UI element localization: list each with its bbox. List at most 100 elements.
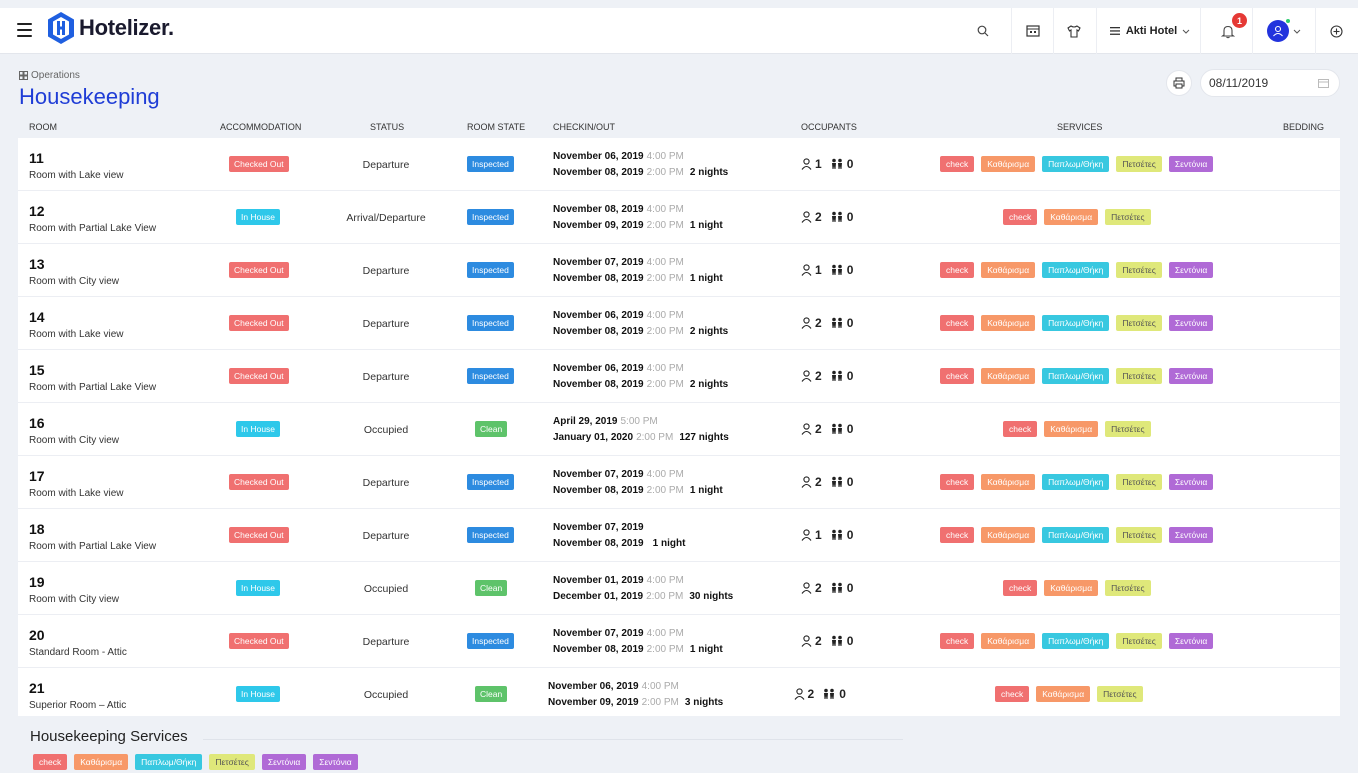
service-towels[interactable]: Πετσέτες [1116,474,1162,490]
room-state-badge[interactable]: Clean [475,580,508,596]
service-chip-duvet[interactable]: Παπλωμ/Θήκη [135,754,203,770]
date-field[interactable]: 08/11/2019 [1200,69,1340,97]
service-cleaning[interactable]: Καθάρισμα [981,156,1036,172]
hotel-selector[interactable]: Akti Hotel [1107,8,1192,54]
service-sheets[interactable]: Σεντόνια [1168,368,1214,384]
service-duvet[interactable]: Παπλωμ/Θήκη [1042,474,1110,490]
service-towels[interactable]: Πετσέτες [1105,421,1151,437]
service-sheets[interactable]: Σεντόνια [1168,474,1214,490]
table-row[interactable]: 12 Room with Partial Lake View In House … [18,191,1340,244]
service-sheets[interactable]: Σεντόνια [1168,527,1214,543]
service-cleaning[interactable]: Καθάρισμα [981,368,1036,384]
col-room-state[interactable]: Room State [467,122,526,132]
service-chip-sheets-2[interactable]: Σεντόνια [313,754,358,770]
service-towels[interactable]: Πετσέτες [1116,315,1162,331]
table-row[interactable]: 14 Room with Lake view Checked Out Depar… [18,297,1340,350]
table-row[interactable]: 20 Standard Room - Attic Checked Out Dep… [18,615,1340,668]
laundry-shirt-icon[interactable] [1061,8,1087,54]
service-towels[interactable]: Πετσέτες [1097,686,1143,702]
adult-icon [801,582,812,594]
service-chip-check[interactable]: check [33,754,68,770]
service-cleaning[interactable]: Καθάρισμα [981,262,1036,278]
col-bedding[interactable]: Bedding [1283,122,1325,132]
service-check[interactable]: check [940,262,975,278]
search-icon[interactable] [970,8,996,54]
col-accommodation[interactable]: Accommodation [220,122,302,132]
service-check[interactable]: check [995,686,1030,702]
service-check[interactable]: check [1003,580,1038,596]
service-cleaning[interactable]: Καθάρισμα [981,315,1036,331]
checkout-line: January 01, 2020 2:00 PM 127 nights [553,432,729,443]
service-sheets[interactable]: Σεντόνια [1168,315,1214,331]
service-towels[interactable]: Πετσέτες [1116,633,1162,649]
breadcrumb[interactable]: Operations [19,70,80,81]
table-row[interactable]: 16 Room with City view In House Occupied… [18,403,1340,456]
service-duvet[interactable]: Παπλωμ/Θήκη [1042,315,1110,331]
menu-icon[interactable] [17,23,32,37]
service-check[interactable]: check [1003,209,1038,225]
calendar-icon[interactable] [1318,78,1329,88]
service-check[interactable]: check [940,315,975,331]
table-row[interactable]: 18 Room with Partial Lake View Checked O… [18,509,1340,562]
service-check[interactable]: check [1003,421,1038,437]
service-duvet[interactable]: Παπλωμ/Θήκη [1042,262,1110,278]
table-row[interactable]: 13 Room with City view Checked Out Depar… [18,244,1340,297]
app-logo[interactable]: Hotelizer. [46,11,174,45]
service-towels[interactable]: Πετσέτες [1105,209,1151,225]
room-state-badge[interactable]: Inspected [467,315,514,331]
table-row[interactable]: 15 Room with Partial Lake View Checked O… [18,350,1340,403]
user-menu[interactable] [1263,8,1305,54]
col-status[interactable]: Status [370,122,405,132]
services-title: Housekeeping Services [30,728,188,745]
service-sheets[interactable]: Σεντόνια [1168,156,1214,172]
service-cleaning[interactable]: Καθάρισμα [1036,686,1091,702]
table-row[interactable]: 17 Room with Lake view Checked Out Depar… [18,456,1340,509]
room-state-badge[interactable]: Inspected [467,156,514,172]
service-chip-cleaning[interactable]: Καθάρισμα [74,754,129,770]
col-checkin-out[interactable]: Checkin/Out [553,122,616,132]
service-towels[interactable]: Πετσέτες [1116,262,1162,278]
room-state-badge[interactable]: Inspected [467,368,514,384]
service-check[interactable]: check [940,368,975,384]
room-state-badge[interactable]: Inspected [467,474,514,490]
service-cleaning[interactable]: Καθάρισμα [1044,580,1099,596]
service-cleaning[interactable]: Καθάρισμα [981,527,1036,543]
print-button[interactable] [1166,70,1192,96]
service-cleaning[interactable]: Καθάρισμα [1044,421,1099,437]
col-occupants[interactable]: Occupants [801,122,857,132]
room-state-badge[interactable]: Clean [475,686,508,702]
service-duvet[interactable]: Παπλωμ/Θήκη [1042,633,1110,649]
room-state-badge[interactable]: Inspected [467,209,514,225]
room-state-badge[interactable]: Inspected [467,633,514,649]
service-cleaning[interactable]: Καθάρισμα [981,633,1036,649]
service-chip-towels[interactable]: Πετσέτες [209,754,255,770]
service-check[interactable]: check [940,156,975,172]
service-duvet[interactable]: Παπλωμ/Θήκη [1042,527,1110,543]
accommodation-badge: Checked Out [229,368,289,384]
service-towels[interactable]: Πετσέτες [1105,580,1151,596]
table-row[interactable]: 11 Room with Lake view Checked Out Depar… [18,138,1340,191]
service-sheets[interactable]: Σεντόνια [1168,633,1214,649]
service-check[interactable]: check [940,527,975,543]
service-duvet[interactable]: Παπλωμ/Θήκη [1042,156,1110,172]
service-check[interactable]: check [940,474,975,490]
add-circle-icon[interactable] [1325,8,1347,54]
col-room[interactable]: Room [29,122,57,132]
service-towels[interactable]: Πετσέτες [1116,527,1162,543]
table-row[interactable]: 19 Room with City view In House Occupied… [18,562,1340,615]
service-check[interactable]: check [940,633,975,649]
service-sheets[interactable]: Σεντόνια [1168,262,1214,278]
room-state-badge[interactable]: Clean [475,421,508,437]
room-state-badge[interactable]: Inspected [467,262,514,278]
room-state-badge[interactable]: Inspected [467,527,514,543]
service-cleaning[interactable]: Καθάρισμα [1044,209,1099,225]
service-cleaning[interactable]: Καθάρισμα [981,474,1036,490]
cashier-icon[interactable] [1020,8,1046,54]
service-towels[interactable]: Πετσέτες [1116,156,1162,172]
service-towels[interactable]: Πετσέτες [1116,368,1162,384]
service-chip-sheets[interactable]: Σεντόνια [261,754,307,770]
table-row[interactable]: 21 Superior Room – Attic In House Occupi… [18,668,1340,721]
service-duvet[interactable]: Παπλωμ/Θήκη [1042,368,1110,384]
notifications-button[interactable]: 1 [1213,8,1247,54]
col-services[interactable]: Services [1057,122,1103,132]
